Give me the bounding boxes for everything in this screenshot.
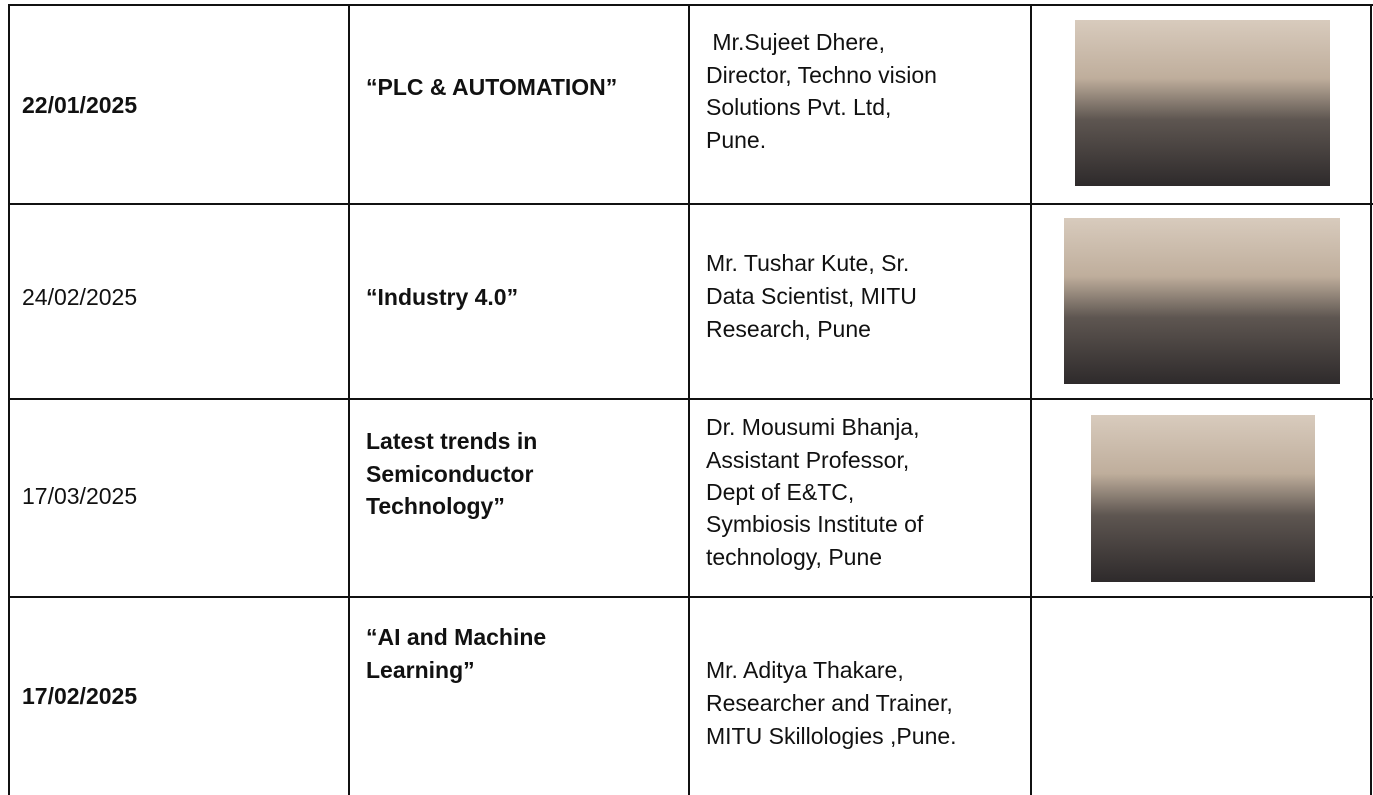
border <box>688 4 690 795</box>
border <box>1030 4 1032 795</box>
topic-cell: “PLC & AUTOMATION” <box>366 71 696 103</box>
date: 22/01/2025 <box>22 92 138 118</box>
date: 24/02/2025 <box>22 284 138 310</box>
date-cell: 22/01/2025 <box>22 89 352 121</box>
speaker: Researcher and Trainer, <box>706 690 953 716</box>
speaker: Mr. Tushar Kute, Sr. <box>706 250 910 276</box>
speaker-cell: Pune. <box>706 124 1036 156</box>
topic-cell: Learning” <box>366 654 696 686</box>
speaker-cell: Dr. Mousumi Bhanja, <box>706 411 1036 443</box>
speaker: Dr. Mousumi Bhanja, <box>706 414 920 440</box>
topic-cell: Technology” <box>366 490 696 522</box>
speaker-cell: Symbiosis Institute of <box>706 508 1036 540</box>
speaker: Mr. Aditya Thakare, <box>706 657 904 683</box>
speaker: Director, Techno vision <box>706 62 937 88</box>
border <box>8 4 10 795</box>
border <box>8 4 1373 6</box>
speaker-cell: Mr.Sujeet Dhere, <box>706 26 1036 58</box>
speaker: Symbiosis Institute of <box>706 511 924 537</box>
speaker-cell: Assistant Professor, <box>706 444 1036 476</box>
speaker-cell: Director, Techno vision <box>706 59 1036 91</box>
speaker-cell: Mr. Aditya Thakare, <box>706 654 1036 686</box>
date-cell: 24/02/2025 <box>22 281 352 313</box>
topic-cell: “AI and Machine <box>366 621 696 653</box>
speaker-cell: Dept of E&TC, <box>706 476 1036 508</box>
photo <box>1091 415 1315 582</box>
border <box>8 203 1373 205</box>
speaker: Research, Pune <box>706 316 871 342</box>
speaker: Dept of E&TC, <box>706 479 855 505</box>
speaker-cell: Data Scientist, MITU <box>706 280 1036 312</box>
photo <box>1064 218 1340 384</box>
speaker: Assistant Professor, <box>706 447 910 473</box>
speaker-cell: Solutions Pvt. Ltd, <box>706 91 1036 123</box>
border <box>348 4 350 795</box>
speaker: MITU Skillologies ,Pune. <box>706 723 957 749</box>
speaker: Mr.Sujeet Dhere, <box>706 29 885 55</box>
topic: “AI and Machine <box>366 624 547 650</box>
date-cell: 17/03/2025 <box>22 480 352 512</box>
speaker-cell: Mr. Tushar Kute, Sr. <box>706 247 1036 279</box>
speaker-cell: Research, Pune <box>706 313 1036 345</box>
speaker-cell: Researcher and Trainer, <box>706 687 1036 719</box>
topic: Latest trends in <box>366 428 538 454</box>
topic-cell: Semiconductor <box>366 458 696 490</box>
topic: Technology” <box>366 493 505 519</box>
topic-cell: “Industry 4.0” <box>366 281 696 313</box>
border <box>1370 4 1372 795</box>
speaker: technology, Pune <box>706 544 883 570</box>
date: 17/02/2025 <box>22 683 138 709</box>
topic: Learning” <box>366 657 475 683</box>
topic: “PLC & AUTOMATION” <box>366 74 618 100</box>
speaker: Pune. <box>706 127 767 153</box>
topic: “Industry 4.0” <box>366 284 519 310</box>
topic: Semiconductor <box>366 461 534 487</box>
speaker: Solutions Pvt. Ltd, <box>706 94 892 120</box>
speaker-cell: technology, Pune <box>706 541 1036 573</box>
speaker: Data Scientist, MITU <box>706 283 917 309</box>
photo <box>1075 20 1330 186</box>
date: 17/03/2025 <box>22 483 138 509</box>
date-cell: 17/02/2025 <box>22 680 352 712</box>
speaker-cell: MITU Skillologies ,Pune. <box>706 720 1036 752</box>
border <box>8 596 1373 598</box>
topic-cell: Latest trends in <box>366 425 696 457</box>
border <box>8 398 1373 400</box>
